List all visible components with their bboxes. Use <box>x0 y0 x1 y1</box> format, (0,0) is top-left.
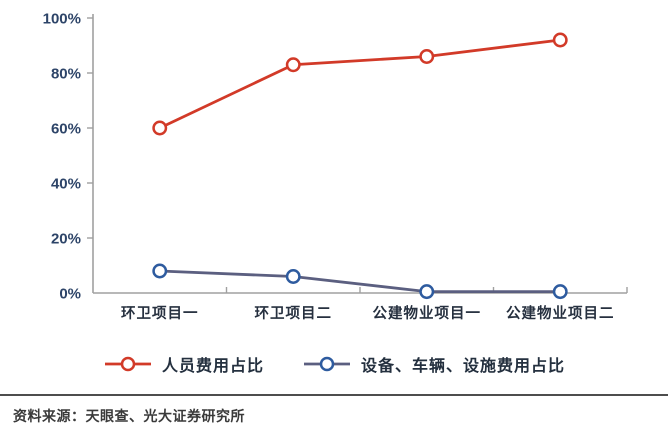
data-point-marker <box>552 32 568 48</box>
y-tick-label: 0% <box>59 286 81 303</box>
y-tick-label: 80% <box>51 66 81 83</box>
data-point-marker <box>552 284 568 300</box>
series-line-0 <box>159 38 561 130</box>
data-point-marker <box>419 284 435 300</box>
y-tick-label: 100% <box>43 11 81 28</box>
data-point-marker <box>285 269 301 284</box>
legend-item-personnel-cost: 人员费用占比 <box>103 352 264 376</box>
y-tick-label: 60% <box>51 121 81 138</box>
x-category-label: 环卫项目二 <box>255 305 333 322</box>
chart-canvas: 0% 20% 40% 60% 80% 100% 环卫项目一 环卫项目二 公建物业项目一 公建物业项… <box>43 11 628 322</box>
source-note: 资料来源：天眼查、光大证券研究所 <box>13 408 245 424</box>
legend-item-equipment-cost: 设备、车辆、设施费用占比 <box>302 352 565 376</box>
data-point-marker <box>152 120 168 136</box>
legend-label-personnel-cost: 人员费用占比 <box>161 358 264 375</box>
y-tick-label: 20% <box>51 231 81 248</box>
chart-legend: 人员费用占比 设备、车辆、设施费用占比 <box>0 348 668 380</box>
data-point-marker <box>285 57 301 73</box>
source-divider <box>0 394 668 396</box>
x-category-label: 公建物业项目一 <box>373 304 482 322</box>
y-tick-label: 40% <box>51 176 81 193</box>
series-line-1 <box>159 269 561 294</box>
legend-label-equipment-cost: 设备、车辆、设施费用占比 <box>361 358 566 375</box>
line-chart: 0% 20% 40% 60% 80% 100% 环卫项目一 环卫项目二 公建物业项目一 公建物业项… <box>43 11 628 322</box>
legend-marker-red-line-icon <box>104 356 151 372</box>
legend-marker-blue-line-icon <box>304 356 350 372</box>
x-category-label: 公建物业项目二 <box>506 304 615 322</box>
data-point-marker <box>152 263 168 279</box>
x-category-label: 环卫项目一 <box>121 305 199 322</box>
data-point-marker <box>419 49 435 64</box>
